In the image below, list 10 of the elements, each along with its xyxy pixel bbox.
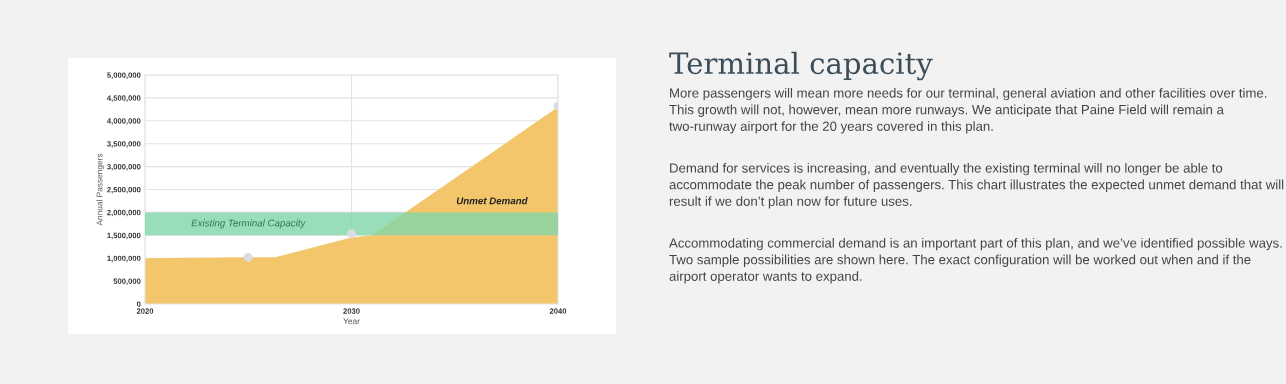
y-axis-title: Annual Passengers bbox=[96, 153, 105, 226]
annotation: Unmet Demand bbox=[456, 197, 528, 205]
point bbox=[243, 252, 253, 262]
text: Accommodating commercial demand is an important part of this plan, and we’ve identified possible ways. Two sample possibilities are shown here. The exact configuration will be worked out when and if the airport operator wants to expand. bbox=[669, 238, 1282, 284]
text: Terminal capacity bbox=[669, 51, 933, 81]
text: More passengers will mean more needs for our terminal, general aviation and other facilities over time. This growth will not, however, mean more runways. We anticipate that Paine Field will remain a two-runway airport for the 20 years covered in this plan. bbox=[669, 88, 1267, 134]
point bbox=[347, 229, 356, 239]
band-label: Existing Terminal Capacity bbox=[191, 219, 306, 229]
text: Demand for services is increasing, and eventually the existing terminal will no longer be able to accommodate the peak number of passengers. This chart illustrates the expected unmet demand that will result if we don’t plan now for future uses. bbox=[669, 163, 1284, 209]
x-axis-title: Year bbox=[343, 318, 360, 325]
